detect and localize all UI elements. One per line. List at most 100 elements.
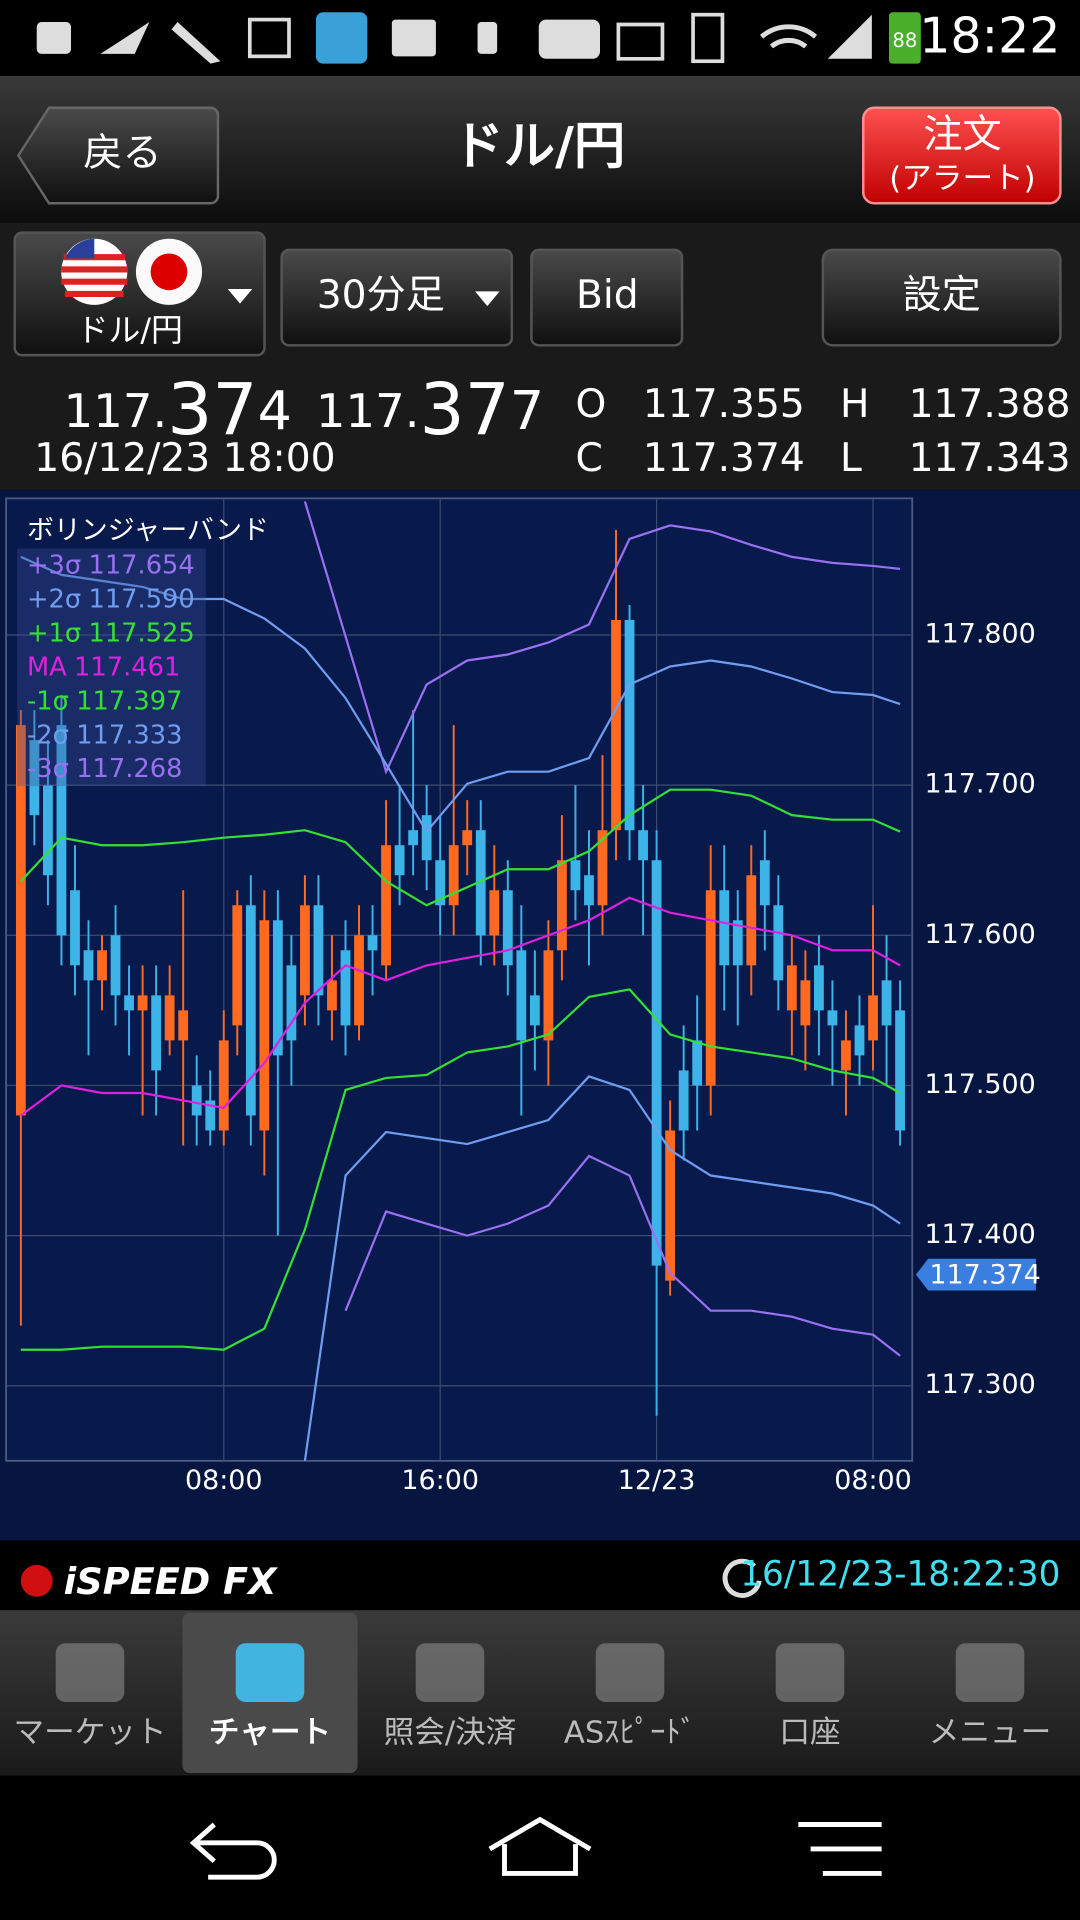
candle-body xyxy=(678,1070,689,1131)
x-tick-label: 08:00 xyxy=(834,1465,912,1496)
settings-label[interactable]: 設定 xyxy=(902,273,980,318)
candle-body xyxy=(15,725,26,1116)
candle-body xyxy=(895,1010,905,1131)
band-line xyxy=(303,501,901,775)
candle-body xyxy=(83,950,94,981)
candle-body xyxy=(827,1010,838,1026)
settings-button[interactable] xyxy=(821,248,1062,347)
candle-body xyxy=(692,1040,703,1086)
legend-entry: +2σ 117.590 xyxy=(27,584,195,614)
band-line xyxy=(20,896,901,1117)
screen-title: ドル/円 xyxy=(452,116,625,176)
ohlc-label: C xyxy=(576,436,603,481)
candle-body xyxy=(841,1040,851,1071)
legend-name: -1σ xyxy=(27,686,69,716)
y-tick-label: 117.500 xyxy=(924,1069,1035,1100)
timeframe-button[interactable] xyxy=(280,248,514,347)
legend-value: 117.397 xyxy=(76,686,182,716)
candle-body xyxy=(259,920,270,1131)
tab-label[interactable]: チャート xyxy=(209,1715,331,1750)
candle-body xyxy=(421,815,432,861)
plot-area xyxy=(5,497,914,1462)
candle-body xyxy=(800,980,811,1026)
candle-body xyxy=(516,950,527,1041)
ohlc-value: 117.355 xyxy=(643,382,805,427)
legend-value: 117.654 xyxy=(88,550,194,580)
candle-body xyxy=(327,980,337,1011)
tab-label[interactable]: ASｽﾋﾟｰﾄﾞ xyxy=(564,1715,696,1750)
tab-label[interactable]: 口座 xyxy=(779,1715,840,1750)
band-line xyxy=(20,788,901,907)
candle-body xyxy=(164,995,175,1041)
y-tick-label: 117.800 xyxy=(924,619,1035,650)
candle-body xyxy=(178,1010,189,1041)
order-label[interactable]: 注文 xyxy=(923,113,1001,158)
ask-price: 117.377 xyxy=(316,367,544,450)
ohlc-value: 117.388 xyxy=(909,382,1071,427)
legend-name: +1σ xyxy=(27,618,81,648)
back-button[interactable] xyxy=(16,106,220,205)
tab-icon xyxy=(955,1643,1025,1703)
ohlc-label: H xyxy=(840,382,869,427)
tab-icon xyxy=(775,1643,845,1703)
system-nav xyxy=(0,1775,1080,1920)
candle-body xyxy=(881,980,892,1026)
tab-label[interactable]: マーケット xyxy=(13,1715,166,1750)
candle-body xyxy=(719,890,730,966)
tab-label[interactable]: メニュー xyxy=(929,1715,1051,1750)
grid xyxy=(6,498,913,1461)
x-tick-label: 08:00 xyxy=(185,1465,263,1496)
candle-body xyxy=(786,965,797,1011)
candle-body xyxy=(354,935,364,1026)
candle-body xyxy=(732,920,743,966)
candle-body xyxy=(43,785,53,876)
candle-body xyxy=(381,845,391,966)
pair-label[interactable]: ドル/円 xyxy=(77,311,183,349)
candle-body xyxy=(137,995,148,1011)
back-label[interactable]: 戻る xyxy=(83,131,161,176)
legend-name: -3σ xyxy=(27,754,69,784)
side-label[interactable]: Bid xyxy=(576,273,639,318)
candle-body xyxy=(394,845,405,876)
side-button[interactable] xyxy=(530,248,684,347)
legend-box xyxy=(17,548,206,787)
candle-body xyxy=(97,950,107,981)
legend-entry: -2σ 117.333 xyxy=(27,720,183,750)
refresh-icon[interactable] xyxy=(722,1558,762,1598)
tab-label[interactable]: 照会/決済 xyxy=(384,1715,517,1750)
ohlc-value: 117.343 xyxy=(909,436,1071,481)
tab-icon xyxy=(415,1643,485,1703)
candle-body xyxy=(597,830,608,906)
legend-entry: +1σ 117.525 xyxy=(27,618,195,648)
y-tick-label: 117.400 xyxy=(924,1219,1035,1250)
ohlc-label: L xyxy=(840,436,862,481)
candle-body xyxy=(814,965,824,1011)
order-button[interactable] xyxy=(862,106,1062,205)
candle-body xyxy=(705,890,716,1086)
tab-bar xyxy=(0,1610,1080,1776)
quote-time: 16/12/23 18:00 xyxy=(34,436,335,481)
candle-body xyxy=(773,905,784,981)
candle-body xyxy=(232,905,243,1026)
candle-body xyxy=(746,875,757,966)
candle-body xyxy=(638,830,648,861)
band-line xyxy=(303,1075,901,1461)
candle-body xyxy=(854,1025,865,1056)
candle-body xyxy=(286,965,297,1041)
candle-body xyxy=(124,995,134,1011)
candle-body xyxy=(462,830,473,846)
legend-value: 117.525 xyxy=(88,618,194,648)
brand-logo xyxy=(20,1564,53,1597)
timeframe-label[interactable]: 30分足 xyxy=(317,273,445,318)
x-tick-label: 12/23 xyxy=(618,1465,696,1496)
candle-body xyxy=(448,845,459,906)
last-price-tag xyxy=(915,1258,1036,1291)
legend-value: 117.461 xyxy=(74,652,180,682)
legend-value: 117.333 xyxy=(76,720,182,750)
system-buttons[interactable] xyxy=(189,1816,882,1880)
tab-icon xyxy=(595,1643,665,1703)
legend-name: MA xyxy=(27,652,67,682)
candle-body xyxy=(300,905,310,996)
candle-body xyxy=(218,1040,229,1131)
order-sublabel[interactable]: (アラート) xyxy=(889,162,1035,197)
